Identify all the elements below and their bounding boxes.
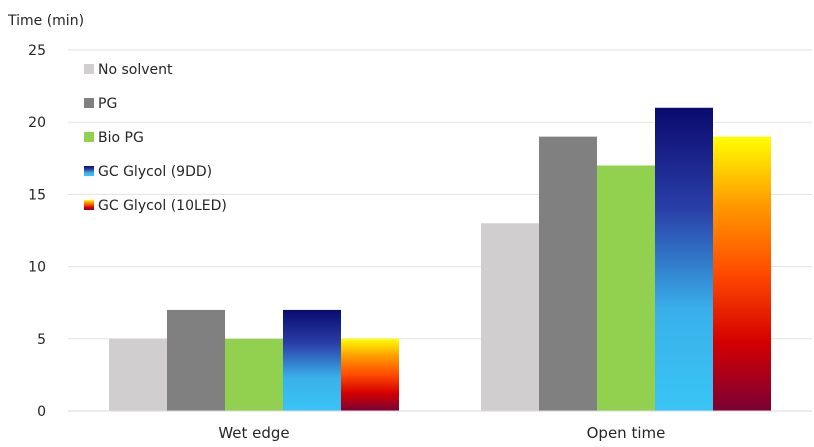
legend-label: Bio PG [98, 130, 144, 146]
legend-swatch [84, 166, 94, 176]
x-tick-label: Wet edge [218, 424, 289, 442]
y-tick-label: 15 [28, 187, 46, 203]
legend-label: GC Glycol (9DD) [98, 164, 212, 180]
bar [167, 309, 225, 411]
x-tick-label: Open time [587, 424, 666, 442]
bar [481, 223, 539, 411]
legend-swatch [84, 64, 94, 74]
legend-swatch [84, 98, 94, 108]
y-tick-label: 5 [37, 332, 46, 348]
legend-label: No solvent [98, 62, 173, 78]
legend-label: GC Glycol (10LED) [98, 198, 227, 214]
bar [655, 107, 713, 411]
y-tick-label: 10 [28, 260, 46, 276]
y-tick-label: 0 [37, 404, 46, 420]
bar [225, 338, 283, 411]
bars [109, 107, 771, 411]
bar [283, 309, 341, 411]
bar [341, 338, 399, 411]
legend-swatch [84, 132, 94, 142]
legend: No solvent PG Bio PG GC Glycol (9DD) GC Glyc… [84, 62, 227, 214]
y-tick-label: 20 [28, 115, 46, 131]
bar [597, 165, 655, 411]
legend-swatch [84, 200, 94, 210]
bar [713, 136, 771, 411]
y-tick-label: 25 [28, 43, 46, 59]
y-axis-ticks: 0 5 10 15 20 25 [28, 43, 46, 420]
bar [539, 136, 597, 411]
legend-label: PG [98, 96, 117, 112]
x-axis-ticks: Wet edge Open time [218, 424, 665, 442]
y-axis-title: Time (min) [7, 13, 84, 29]
bar [109, 338, 167, 411]
